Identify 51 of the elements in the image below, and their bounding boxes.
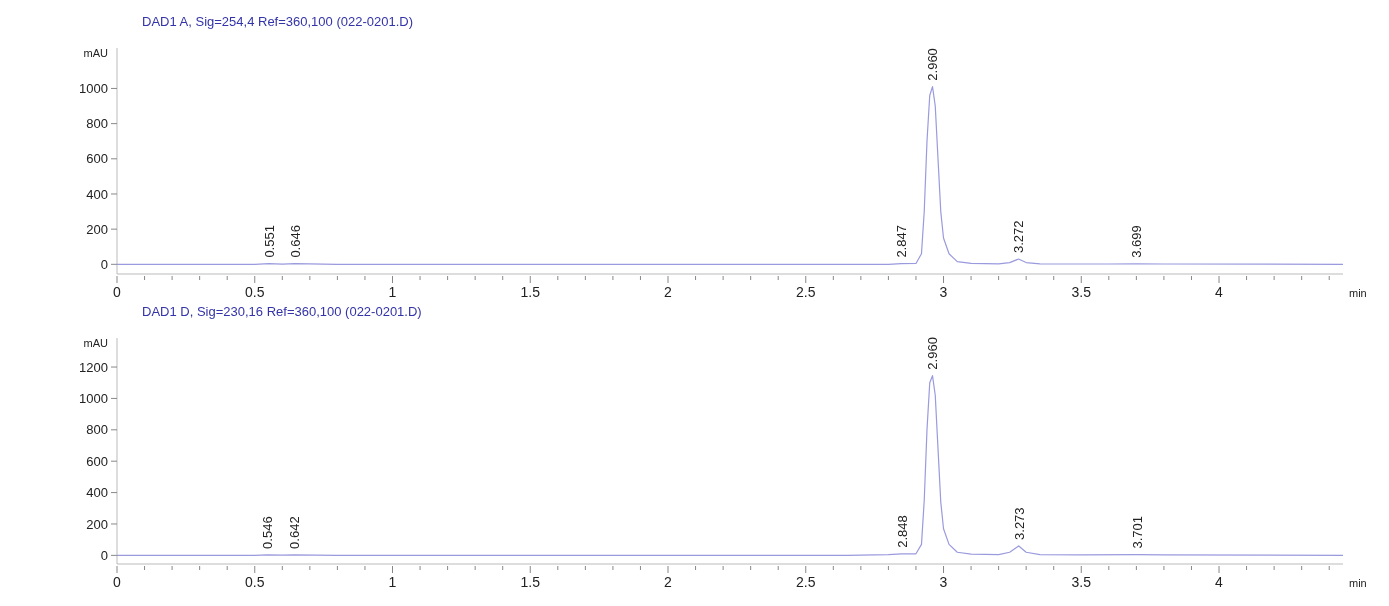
line-series (116, 86, 1344, 265)
annotation: 2.960 (925, 337, 941, 370)
chart-title: DAD1 A, Sig=254,4 Ref=360,100 (022-0201.D) (142, 14, 414, 29)
x-tick-label: 3 (939, 284, 948, 300)
x-tick-label: 0 (113, 574, 122, 590)
x-tick-label: 1.5 (520, 574, 541, 590)
annotation: 2.847 (894, 225, 910, 258)
line-series (116, 375, 1344, 556)
y-tick-label: 200 (86, 516, 108, 532)
y-axis-title: mAU (83, 337, 109, 349)
x-axis-title: min (1349, 577, 1367, 589)
x-tick-label: 3 (939, 574, 948, 590)
x-tick-label: 0.5 (245, 574, 265, 590)
y-tick-label: 200 (86, 221, 108, 237)
annotation: 2.960 (925, 48, 941, 81)
y-tick-label: 800 (86, 422, 108, 438)
annotation: 3.699 (1129, 225, 1145, 258)
x-tick-label: 2 (664, 574, 673, 590)
y-tick-label: 1200 (79, 359, 108, 375)
annotation: 3.701 (1129, 516, 1145, 549)
annotation: 2.848 (894, 515, 910, 548)
y-tick-label: 800 (86, 116, 108, 132)
x-tick-label: 2.5 (796, 284, 816, 300)
annotation: 0.642 (286, 516, 302, 549)
y-tick-label: 400 (86, 186, 108, 202)
x-tick-label: 3.5 (1071, 284, 1092, 300)
annotation: 0.551 (261, 225, 277, 258)
chart-title: DAD1 D, Sig=230,16 Ref=360,100 (022-0201.D) (142, 304, 422, 319)
x-tick-label: 1 (388, 574, 397, 590)
x-tick-label: 0.5 (245, 284, 265, 300)
annotation: 3.272 (1011, 220, 1027, 254)
y-axis-title: mAU (83, 47, 109, 59)
annotation: 3.273 (1011, 507, 1027, 540)
x-tick-label: 3.5 (1071, 574, 1092, 590)
y-tick-label: 600 (86, 453, 108, 469)
x-tick-label: 1 (388, 284, 397, 300)
y-tick-label: 1000 (79, 81, 108, 96)
annotation: 0.646 (287, 225, 303, 258)
x-tick-label: 4 (1215, 284, 1224, 300)
y-tick-label: 0 (100, 256, 108, 272)
x-tick-label: 2 (664, 284, 673, 300)
x-tick-label: 2.5 (796, 574, 816, 590)
x-tick-label: 4 (1215, 574, 1224, 590)
x-tick-label: 0 (113, 284, 122, 300)
y-tick-label: 0 (100, 547, 108, 563)
y-tick-label: 600 (86, 151, 108, 167)
x-axis-title: min (1349, 287, 1367, 299)
x-tick-label: 1.5 (520, 284, 541, 300)
y-tick-label: 1000 (79, 390, 108, 406)
annotation: 0.546 (260, 516, 276, 549)
y-tick-label: 400 (86, 485, 108, 501)
